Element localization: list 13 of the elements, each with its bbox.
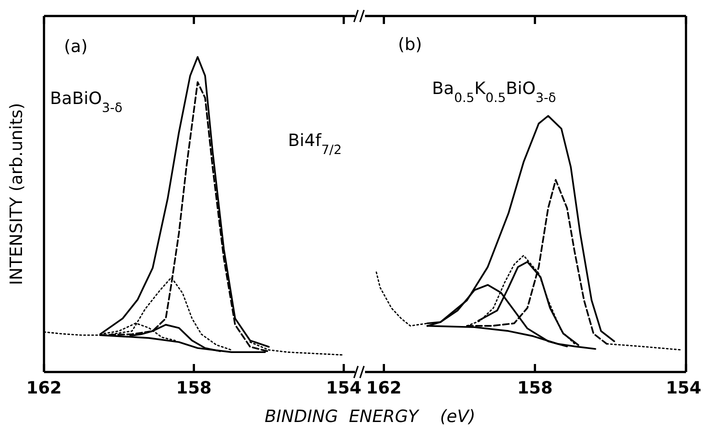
text: Ba$_{0.5}$K$_{0.5}$BiO$_{3-δ}$ xyxy=(432,79,556,106)
x-tick-label: 162 xyxy=(26,378,62,399)
annotation: Bi4f$_{7/2}$ xyxy=(288,131,342,158)
annotation: (a) xyxy=(64,37,88,57)
y-axis-title: INTENSITY (arb.units) xyxy=(7,102,27,286)
x-tick-label: 158 xyxy=(176,378,212,399)
x-tick-label: 154 xyxy=(666,378,702,399)
x-tick-label: 162 xyxy=(366,378,402,399)
annotation: BaBiO$_{3-δ}$ xyxy=(50,89,123,116)
x-axis-title: BINDING ENERGY (eV) xyxy=(264,407,476,427)
text: (b) xyxy=(398,35,422,55)
x-tick-label: 154 xyxy=(326,378,362,399)
x-tick-label: 158 xyxy=(517,378,553,399)
